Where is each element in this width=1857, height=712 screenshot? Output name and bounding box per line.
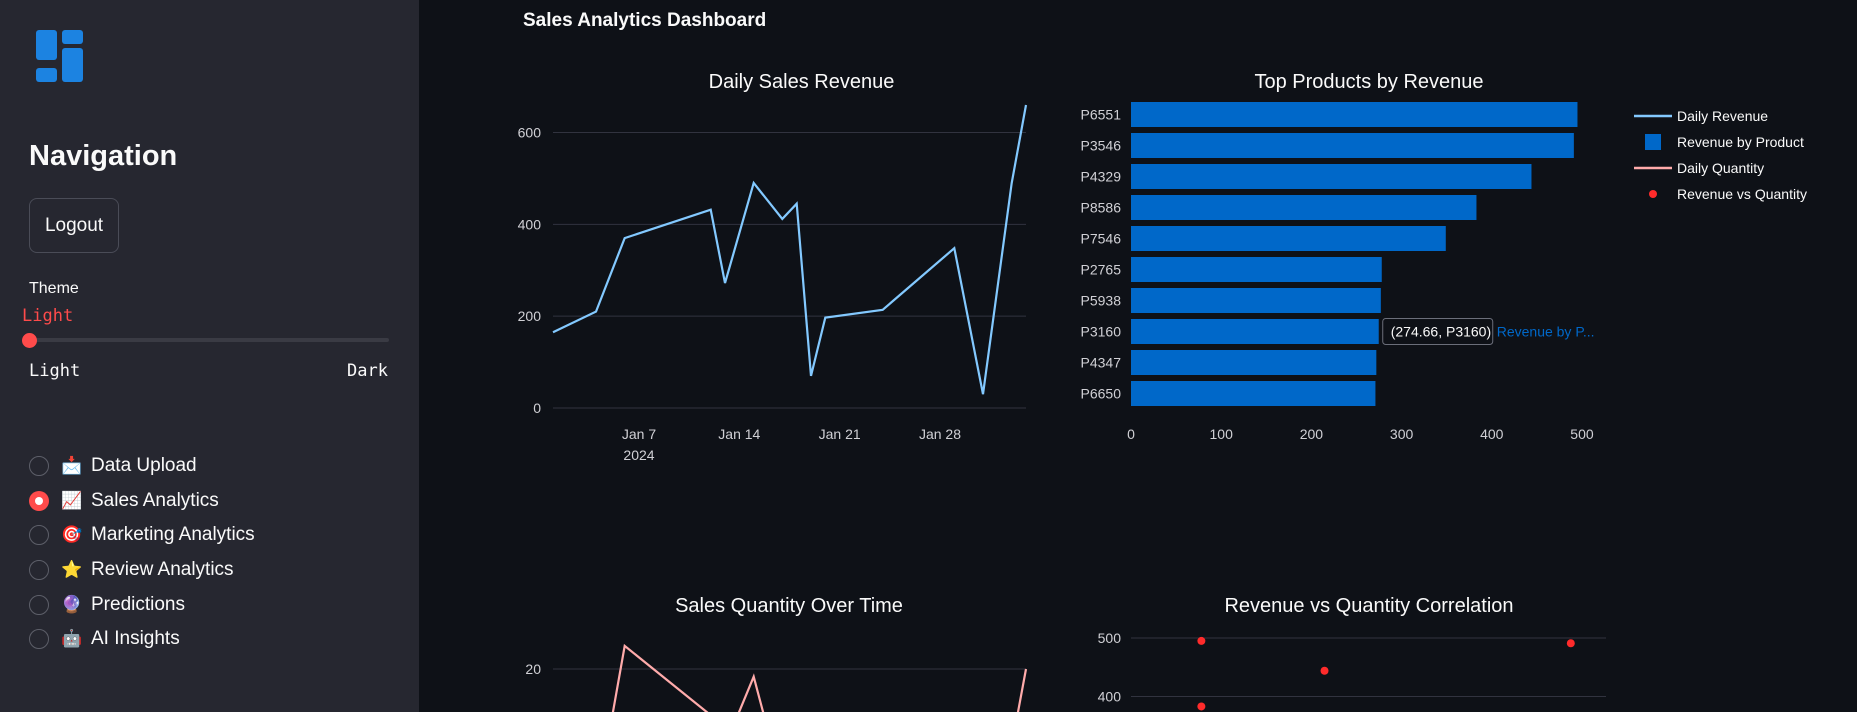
navigation-title: Navigation xyxy=(29,140,178,172)
x-tick-label: Jan 7 xyxy=(622,426,656,442)
y-tick-label: 200 xyxy=(518,308,542,324)
legend-label: Daily Quantity xyxy=(1677,160,1764,176)
page-title: Sales Analytics Dashboard xyxy=(523,10,767,31)
scatter-point xyxy=(1197,702,1206,711)
radio-button[interactable] xyxy=(29,456,49,477)
page-radio-group: 📩 Data Upload 📈 Sales Analytics 🎯 Market… xyxy=(29,449,255,657)
radio-data-upload[interactable]: 📩 Data Upload xyxy=(29,449,255,484)
legend-label: Revenue vs Quantity xyxy=(1677,186,1807,202)
chart-title: Top Products by Revenue xyxy=(1254,71,1483,93)
x-tick-label: Jan 28 xyxy=(919,426,961,442)
y-tick-label: 400 xyxy=(1098,689,1122,705)
tooltip-text: (274.66, P3160) xyxy=(1391,324,1491,340)
robot-icon: 🤖 xyxy=(61,629,83,650)
y-tick-label: P6650 xyxy=(1081,386,1122,402)
x-tick-label: Jan 14 xyxy=(718,426,760,442)
y-tick-label: P7546 xyxy=(1081,231,1122,247)
chart-title: Sales Quantity Over Time xyxy=(675,595,903,617)
tooltip-box xyxy=(1382,318,1494,345)
theme-label: Theme xyxy=(29,280,79,297)
bar-p4347 xyxy=(1131,350,1377,375)
radio-button[interactable] xyxy=(29,560,49,581)
theme-slider-min-label: Light xyxy=(29,361,81,381)
radio-label: Data Upload xyxy=(91,455,197,477)
x-tick-label: 200 xyxy=(1300,426,1324,442)
theme-slider-thumb[interactable] xyxy=(22,333,37,348)
radio-label: AI Insights xyxy=(91,628,180,650)
x-tick-sublabel: 2024 xyxy=(623,447,654,463)
y-tick-label: P5938 xyxy=(1081,293,1122,309)
x-tick-label: 500 xyxy=(1570,426,1594,442)
bar-p5938 xyxy=(1131,288,1381,313)
theme-slider-value: Light xyxy=(22,306,74,326)
radio-marketing-analytics[interactable]: 🎯 Marketing Analytics xyxy=(29,518,255,553)
radio-label: Review Analytics xyxy=(91,559,234,581)
bar-p2765 xyxy=(1131,257,1382,282)
radio-sales-analytics[interactable]: 📈 Sales Analytics xyxy=(29,484,255,519)
bar-p3546 xyxy=(1131,133,1574,158)
legend-dot-swatch xyxy=(1649,190,1657,198)
scatter-point xyxy=(1197,636,1206,645)
target-icon: 🎯 xyxy=(61,525,83,546)
theme-slider-max-label: Dark xyxy=(347,361,388,381)
scatter-point xyxy=(1320,666,1329,675)
radio-label: Marketing Analytics xyxy=(91,524,255,546)
y-tick-label: P4347 xyxy=(1081,355,1122,371)
y-tick-label: P2765 xyxy=(1081,262,1122,278)
inbox-icon: 📩 xyxy=(61,456,83,477)
bar-p8586 xyxy=(1131,195,1477,220)
sidebar: Navigation Logout Theme Light Light Dark… xyxy=(0,0,419,712)
crystal-ball-icon: 🔮 xyxy=(61,594,83,615)
bar-p3160 xyxy=(1131,319,1379,344)
x-tick-label: 300 xyxy=(1390,426,1414,442)
legend-square-swatch xyxy=(1645,134,1661,150)
y-tick-label: 500 xyxy=(1098,630,1122,646)
y-tick-label: 600 xyxy=(518,125,542,141)
theme-slider-track[interactable] xyxy=(29,338,389,342)
y-tick-label: P4329 xyxy=(1081,169,1122,185)
radio-label: Predictions xyxy=(91,593,185,615)
x-tick-label: 400 xyxy=(1480,426,1504,442)
legend-label: Daily Revenue xyxy=(1677,108,1768,124)
scatter-point xyxy=(1566,639,1575,648)
tooltip-series: Revenue by P... xyxy=(1497,324,1595,340)
y-tick-label: 400 xyxy=(518,216,542,232)
radio-button[interactable] xyxy=(29,525,49,546)
app-logo-icon xyxy=(36,30,83,82)
y-tick-label: P8586 xyxy=(1081,200,1122,216)
y-tick-label: P3546 xyxy=(1081,138,1122,154)
chart-title: Daily Sales Revenue xyxy=(709,71,895,93)
revenue-series-line xyxy=(552,104,1028,395)
radio-label: Sales Analytics xyxy=(91,489,219,511)
bar-p6551 xyxy=(1131,102,1578,127)
radio-button[interactable] xyxy=(29,594,49,615)
bar-p6650 xyxy=(1131,381,1376,406)
bar-p7546 xyxy=(1131,226,1446,251)
logout-button[interactable]: Logout xyxy=(29,198,119,253)
y-tick-label: P6551 xyxy=(1081,107,1122,123)
y-tick-label: 20 xyxy=(525,661,541,677)
quantity-series-line xyxy=(611,643,1028,712)
radio-ai-insights[interactable]: 🤖 AI Insights xyxy=(29,622,255,657)
chart-title: Revenue vs Quantity Correlation xyxy=(1224,595,1513,617)
chart-increasing-icon: 📈 xyxy=(61,490,83,511)
radio-review-analytics[interactable]: ⭐ Review Analytics xyxy=(29,553,255,588)
star-icon: ⭐ xyxy=(61,560,83,581)
bar-p4329 xyxy=(1131,164,1532,189)
x-tick-label: 100 xyxy=(1210,426,1234,442)
x-tick-label: 0 xyxy=(1127,426,1135,442)
y-tick-label: 0 xyxy=(533,400,541,416)
radio-button[interactable] xyxy=(29,490,49,511)
radio-predictions[interactable]: 🔮 Predictions xyxy=(29,587,255,622)
legend-label: Revenue by Product xyxy=(1677,134,1804,150)
x-tick-label: Jan 21 xyxy=(819,426,861,442)
y-tick-label: P3160 xyxy=(1081,324,1122,340)
radio-button[interactable] xyxy=(29,629,49,650)
